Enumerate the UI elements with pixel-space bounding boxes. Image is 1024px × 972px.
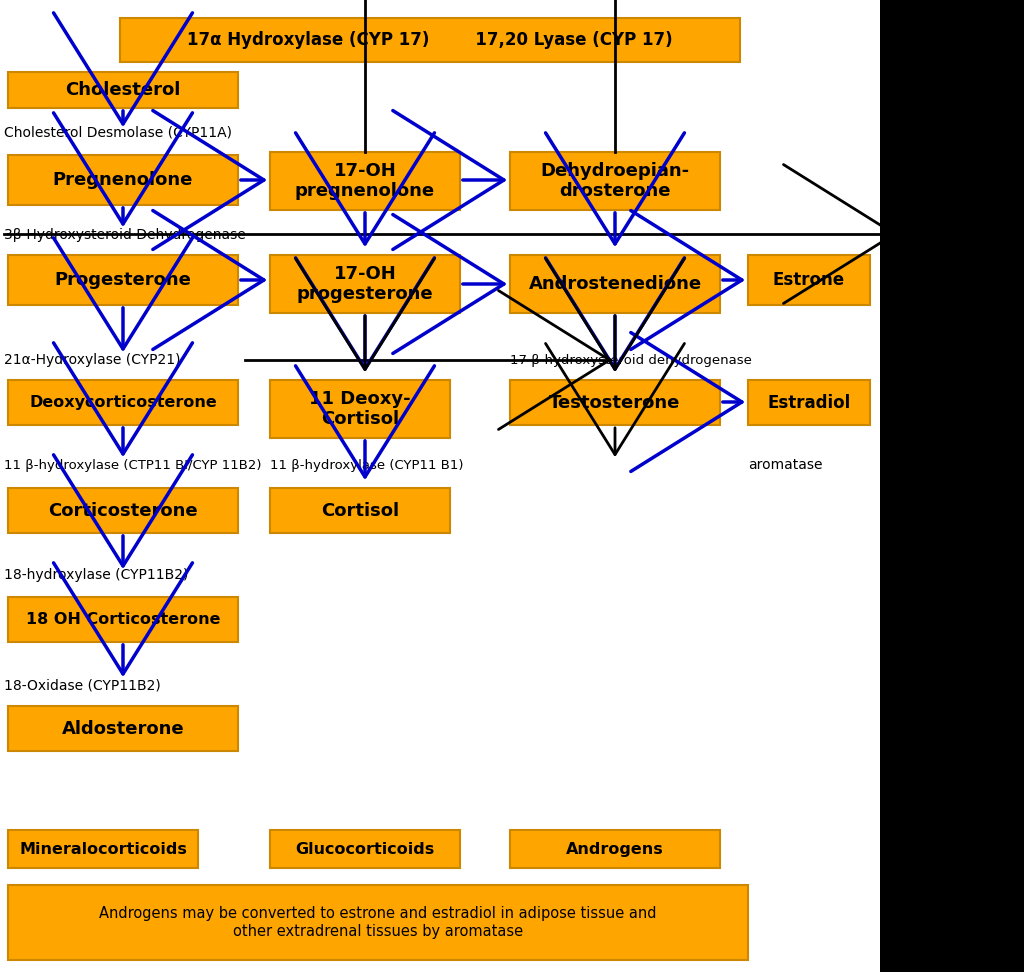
Text: 11 Deoxy-
Cortisol: 11 Deoxy- Cortisol xyxy=(309,390,411,429)
FancyBboxPatch shape xyxy=(8,885,748,960)
Text: Cholesterol: Cholesterol xyxy=(66,81,180,99)
FancyBboxPatch shape xyxy=(270,152,460,210)
FancyBboxPatch shape xyxy=(8,597,238,642)
FancyBboxPatch shape xyxy=(8,255,238,305)
FancyBboxPatch shape xyxy=(510,830,720,868)
FancyBboxPatch shape xyxy=(510,255,720,313)
Text: Testosterone: Testosterone xyxy=(549,394,681,411)
Text: Androgens: Androgens xyxy=(566,842,664,856)
FancyBboxPatch shape xyxy=(120,18,740,62)
Text: Estradiol: Estradiol xyxy=(767,394,851,411)
Text: Aldosterone: Aldosterone xyxy=(61,719,184,738)
FancyBboxPatch shape xyxy=(510,152,720,210)
FancyBboxPatch shape xyxy=(8,155,238,205)
Text: Mineralocorticoids: Mineralocorticoids xyxy=(19,842,187,856)
Text: aromatase: aromatase xyxy=(748,458,822,472)
FancyBboxPatch shape xyxy=(8,830,198,868)
FancyBboxPatch shape xyxy=(8,72,238,108)
Text: Androgens may be converted to estrone and estradiol in adipose tissue and
other : Androgens may be converted to estrone an… xyxy=(99,906,656,939)
Text: 17-OH
pregnenolone: 17-OH pregnenolone xyxy=(295,161,435,200)
FancyBboxPatch shape xyxy=(270,830,460,868)
FancyBboxPatch shape xyxy=(8,706,238,751)
FancyBboxPatch shape xyxy=(880,0,1024,972)
Text: 11 β-hydroxylase (CYP11 B1): 11 β-hydroxylase (CYP11 B1) xyxy=(270,459,464,471)
Text: Estrone: Estrone xyxy=(773,271,845,289)
Text: Corticosterone: Corticosterone xyxy=(48,502,198,519)
Text: Deoxycorticosterone: Deoxycorticosterone xyxy=(29,395,217,410)
Text: 18 OH Corticosterone: 18 OH Corticosterone xyxy=(26,612,220,627)
FancyBboxPatch shape xyxy=(748,380,870,425)
Text: 18-Oxidase (CYP11B2): 18-Oxidase (CYP11B2) xyxy=(4,678,161,692)
Text: Androstenedione: Androstenedione xyxy=(528,275,701,293)
FancyBboxPatch shape xyxy=(8,488,238,533)
Text: 3β-Hydroxysteroid Dehydrogenase: 3β-Hydroxysteroid Dehydrogenase xyxy=(4,228,246,242)
Text: 18-hydroxylase (CYP11B2): 18-hydroxylase (CYP11B2) xyxy=(4,568,188,582)
Text: 11 β-hydroxylase (CTP11 BI/CYP 11B2): 11 β-hydroxylase (CTP11 BI/CYP 11B2) xyxy=(4,459,261,471)
FancyBboxPatch shape xyxy=(270,255,460,313)
Text: Cortisol: Cortisol xyxy=(321,502,399,519)
Text: Glucocorticoids: Glucocorticoids xyxy=(295,842,434,856)
Text: Dehydroepian-
drosterone: Dehydroepian- drosterone xyxy=(541,161,689,200)
Text: 17α Hydroxylase (CYP 17)        17,20 Lyase (CYP 17): 17α Hydroxylase (CYP 17) 17,20 Lyase (CY… xyxy=(187,31,673,49)
FancyBboxPatch shape xyxy=(270,380,450,438)
Text: 17-OH
progesterone: 17-OH progesterone xyxy=(297,264,433,303)
Text: 21α-Hydroxylase (CYP21): 21α-Hydroxylase (CYP21) xyxy=(4,353,180,367)
Text: Progesterone: Progesterone xyxy=(54,271,191,289)
Text: Cholesterol Desmolase (CYP11A): Cholesterol Desmolase (CYP11A) xyxy=(4,125,232,139)
Text: Pregnenolone: Pregnenolone xyxy=(53,171,194,189)
FancyBboxPatch shape xyxy=(748,255,870,305)
FancyBboxPatch shape xyxy=(510,380,720,425)
FancyBboxPatch shape xyxy=(270,488,450,533)
FancyBboxPatch shape xyxy=(8,380,238,425)
Text: 17 β-hydroxysteroid dehydrogenase: 17 β-hydroxysteroid dehydrogenase xyxy=(510,354,752,366)
